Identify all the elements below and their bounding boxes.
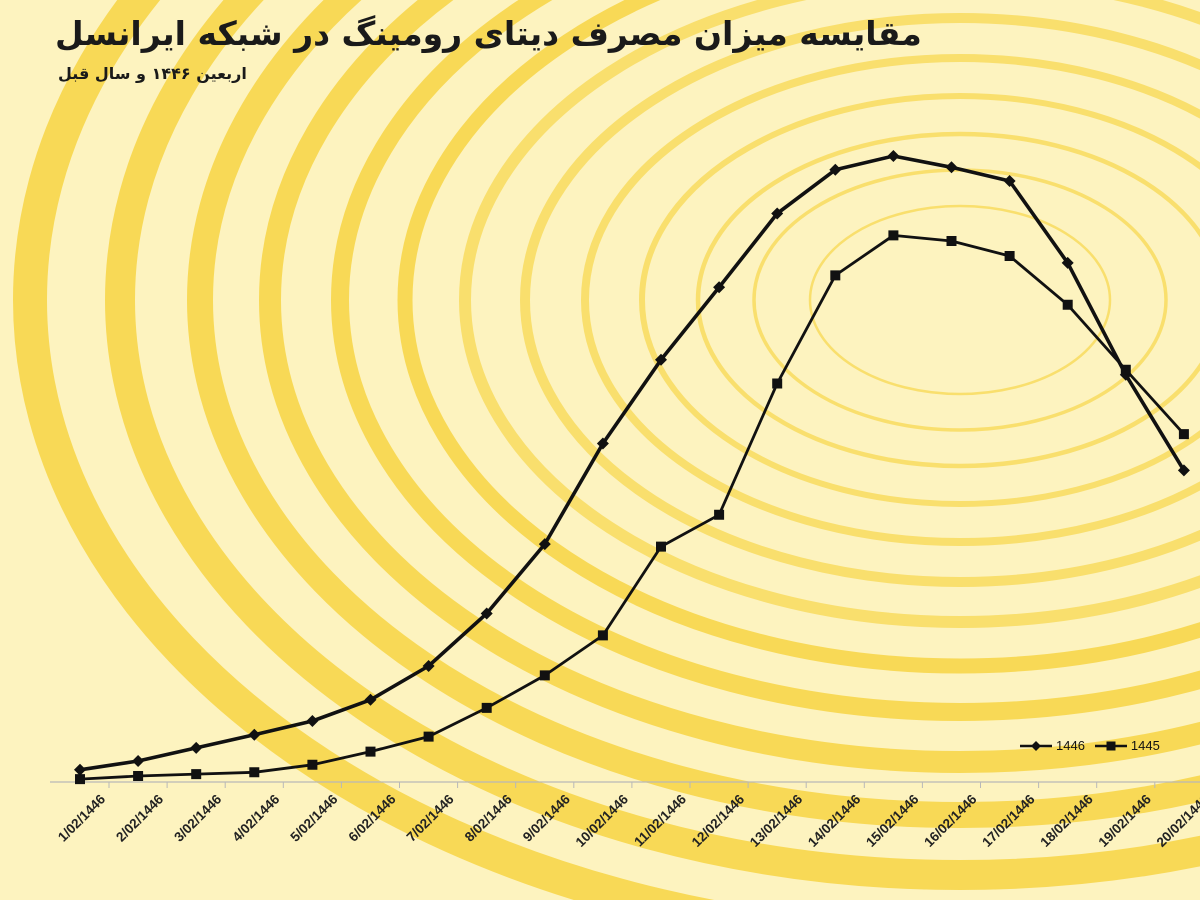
data-point-1446 <box>655 353 667 366</box>
ring <box>13 0 715 900</box>
ring <box>752 168 1168 432</box>
data-point-1446 <box>771 207 784 220</box>
data-point-1446 <box>1061 256 1074 269</box>
data-point-1446 <box>190 741 203 754</box>
data-point-1445 <box>656 541 666 552</box>
data-point-1446 <box>538 538 551 551</box>
data-point-1445 <box>481 702 492 713</box>
data-point-1446 <box>132 755 145 767</box>
ring <box>639 93 1200 507</box>
ring <box>581 54 1200 546</box>
legend-label-1446: 1446 <box>1056 738 1085 753</box>
ring <box>808 204 1112 396</box>
data-point-1445 <box>75 774 85 785</box>
data-point-1445 <box>365 746 376 757</box>
data-point-1446 <box>480 607 493 620</box>
legend: 1446 1445 <box>1018 738 1160 753</box>
x-tick-label: 4/02/1446 <box>229 791 282 844</box>
ring <box>459 0 1200 628</box>
data-point-1445 <box>1062 299 1073 310</box>
data-point-1445 <box>133 771 144 781</box>
x-tick-label: 3/02/1446 <box>171 791 224 844</box>
legend-label-1445: 1445 <box>1130 738 1160 753</box>
legend-swatch-1446 <box>1020 740 1052 751</box>
data-point-1445 <box>1004 251 1015 261</box>
ring <box>187 0 1200 828</box>
data-point-1445 <box>307 759 318 770</box>
x-tick-label: 1/02/1446 <box>55 791 108 844</box>
data-point-1445 <box>946 236 957 246</box>
data-point-1446 <box>596 437 609 450</box>
legend-item-1445: 1445 <box>1093 738 1160 753</box>
data-point-1445 <box>191 769 202 780</box>
data-point-1445 <box>1178 429 1189 440</box>
data-point-1445 <box>772 378 783 389</box>
data-point-1446 <box>364 693 377 706</box>
data-point-1446 <box>713 281 726 294</box>
series-line-1445 <box>79 233 1185 781</box>
data-point-1445 <box>597 630 608 641</box>
chart-subtitle: اربعین ۱۴۴۶ و سال قبل <box>58 64 247 83</box>
ring <box>331 0 1200 721</box>
data-point-1446 <box>1003 175 1016 187</box>
data-point-1445 <box>888 230 899 241</box>
data-point-1446 <box>248 728 261 741</box>
series-line-1446 <box>79 154 1186 772</box>
data-point-1445 <box>1120 364 1131 375</box>
data-point-1445 <box>830 270 841 281</box>
data-point-1446 <box>887 150 900 162</box>
x-tick-label: 2/02/1446 <box>113 791 166 844</box>
data-point-1445 <box>423 731 434 742</box>
data-point-1445 <box>539 670 550 681</box>
chart-title: مقایسه میزان مصرف دیتای رومینگ در شبکه ا… <box>55 14 922 53</box>
ring <box>695 131 1200 469</box>
data-point-1446 <box>422 660 435 672</box>
data-point-1445 <box>249 767 260 778</box>
data-point-1446 <box>306 715 319 727</box>
ring <box>259 0 1200 773</box>
decorative-rings <box>13 0 1200 900</box>
ring <box>397 0 1200 674</box>
data-point-1446 <box>829 163 842 176</box>
ring <box>105 0 1200 890</box>
data-point-1446 <box>945 161 958 174</box>
data-point-1446 <box>74 763 86 776</box>
data-point-1445 <box>714 509 725 520</box>
legend-item-1446: 1446 <box>1018 738 1085 753</box>
data-point-1446 <box>1177 464 1190 477</box>
ring <box>520 13 1200 587</box>
legend-swatch-1445 <box>1094 741 1127 750</box>
x-tick-label: 5/02/1446 <box>287 791 340 844</box>
